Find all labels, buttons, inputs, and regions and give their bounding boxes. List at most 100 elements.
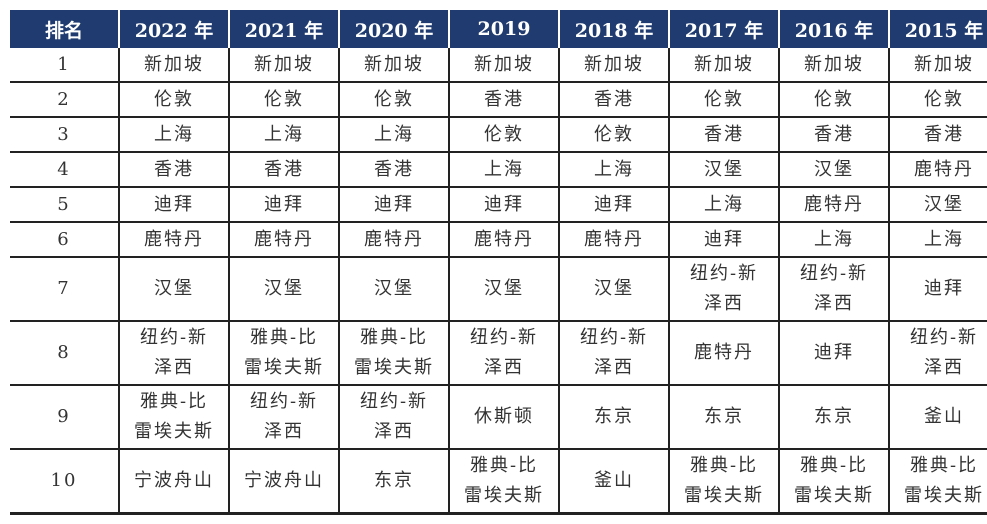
table-row: 5 迪拜 迪拜 迪拜 迪拜 迪拜 上海 鹿特丹 汉堡 xyxy=(10,187,987,223)
port-name-line: 上海 xyxy=(484,158,524,180)
port-cell: 鹿特丹 xyxy=(668,321,780,386)
port-cell: 新加坡 xyxy=(558,48,670,83)
port-name-line: 伦敦 xyxy=(814,88,854,110)
port-name-line: 伦敦 xyxy=(704,88,744,110)
port-cell: 雅典-比 雷埃夫斯 xyxy=(668,449,780,515)
port-name-line: 汉堡 xyxy=(154,278,194,299)
table-row: 2 伦敦 伦敦 伦敦 香港 香港 伦敦 伦敦 伦敦 xyxy=(10,82,987,118)
port-cell: 伦敦 xyxy=(228,82,340,118)
port-cell: 纽约-新 泽西 xyxy=(118,321,230,386)
port-cell: 釜山 xyxy=(558,449,670,515)
port-cell: 香港 xyxy=(558,82,670,118)
port-cell: 鹿特丹 xyxy=(558,222,670,258)
port-cell: 釜山 xyxy=(888,385,987,450)
port-cell: 汉堡 xyxy=(668,152,780,188)
port-cell: 汉堡 xyxy=(888,187,987,223)
port-cell: 雅典-比 雷埃夫斯 xyxy=(118,385,230,450)
port-cell: 上海 xyxy=(558,152,670,188)
port-name-line: 上海 xyxy=(594,158,634,180)
port-cell: 纽约-新 泽西 xyxy=(448,321,560,386)
port-cell: 香港 xyxy=(778,117,890,153)
port-cell: 伦敦 xyxy=(778,82,890,118)
port-cell: 上海 xyxy=(228,117,340,153)
port-name-line: 泽西 xyxy=(264,421,304,442)
port-name-line: 雷埃夫斯 xyxy=(354,357,434,378)
port-name-line: 纽约-新 xyxy=(579,327,649,348)
port-cell: 新加坡 xyxy=(118,48,230,83)
port-name-line: 汉堡 xyxy=(814,158,854,180)
port-cell: 香港 xyxy=(448,82,560,118)
port-name-line: 香港 xyxy=(264,158,304,180)
port-name-line: 釜山 xyxy=(594,470,634,491)
rank-cell: 10 xyxy=(10,449,120,515)
port-cell: 迪拜 xyxy=(668,222,780,258)
port-name-line: 汉堡 xyxy=(264,278,304,299)
port-name-line: 宁波舟山 xyxy=(134,470,214,491)
table-row: 1 新加坡 新加坡 新加坡 新加坡 新加坡 新加坡 新加坡 新加坡 xyxy=(10,48,987,83)
port-cell: 汉堡 xyxy=(558,257,670,322)
port-name-line: 新加坡 xyxy=(584,53,644,75)
port-name-line: 伦敦 xyxy=(154,88,194,110)
port-name-line: 雷埃夫斯 xyxy=(464,485,544,506)
port-name-line: 雷埃夫斯 xyxy=(244,357,324,378)
header-year: 2017 年 xyxy=(668,10,780,48)
port-cell: 新加坡 xyxy=(778,48,890,83)
port-cell: 迪拜 xyxy=(558,187,670,223)
port-name-line: 雷埃夫斯 xyxy=(794,485,874,506)
port-name-line: 纽约-新 xyxy=(799,263,869,284)
header-year: 2022 年 xyxy=(118,10,230,48)
port-name-line: 伦敦 xyxy=(484,123,524,145)
port-name-line: 雷埃夫斯 xyxy=(904,485,984,506)
table-row: 3 上海 上海 上海 伦敦 伦敦 香港 香港 香港 xyxy=(10,117,987,153)
port-cell: 休斯顿 xyxy=(448,385,560,450)
port-name-line: 雅典-比 xyxy=(249,327,319,348)
port-name-line: 香港 xyxy=(374,158,414,180)
header-year: 2019 xyxy=(448,10,560,48)
port-name-line: 迪拜 xyxy=(484,193,524,215)
port-cell: 新加坡 xyxy=(888,48,987,83)
port-cell: 香港 xyxy=(338,152,450,188)
port-cell: 鹿特丹 xyxy=(888,152,987,188)
port-name-line: 鹿特丹 xyxy=(254,228,314,250)
port-cell: 东京 xyxy=(558,385,670,450)
port-name-line: 鹿特丹 xyxy=(804,193,864,215)
port-cell: 鹿特丹 xyxy=(448,222,560,258)
port-name-line: 香港 xyxy=(484,88,524,110)
port-cell: 汉堡 xyxy=(338,257,450,322)
port-name-line: 新加坡 xyxy=(914,53,974,75)
port-cell: 鹿特丹 xyxy=(338,222,450,258)
port-name-line: 上海 xyxy=(374,123,414,145)
port-name-line: 上海 xyxy=(264,123,304,145)
port-cell: 纽约-新 泽西 xyxy=(338,385,450,450)
table-row: 8 纽约-新 泽西 雅典-比 雷埃夫斯 雅典-比 雷埃夫斯 纽约-新 泽西 纽约-新 泽西 鹿特丹 迪拜… xyxy=(10,321,987,386)
port-cell: 雅典-比雷埃夫斯 xyxy=(448,449,560,515)
port-name-line: 上海 xyxy=(154,123,194,145)
port-name-line: 伦敦 xyxy=(264,88,304,110)
rank-cell: 1 xyxy=(10,48,120,83)
port-name-line: 香港 xyxy=(814,123,854,145)
port-name-line: 雅典-比 xyxy=(469,455,539,476)
port-name-line: 雅典-比 xyxy=(359,327,429,348)
header-year: 2018 年 xyxy=(558,10,670,48)
port-name-line: 汉堡 xyxy=(704,158,744,180)
header-year: 2020 年 xyxy=(338,10,450,48)
port-name-line: 鹿特丹 xyxy=(474,228,534,250)
port-name-line: 纽约-新 xyxy=(469,327,539,348)
port-cell: 纽约-新 泽西 xyxy=(888,321,987,386)
port-cell: 雅典-比雷埃夫斯 xyxy=(338,321,450,386)
rank-cell: 5 xyxy=(10,187,120,223)
port-name-line: 香港 xyxy=(924,123,964,145)
port-cell: 鹿特丹 xyxy=(228,222,340,258)
port-cell: 东京 xyxy=(778,385,890,450)
port-name-line: 雅典-比 xyxy=(909,455,979,476)
rank-cell: 7 xyxy=(10,257,120,322)
port-cell: 雅典-比 雷埃夫斯 xyxy=(778,449,890,515)
port-name-line: 纽约-新 xyxy=(249,391,319,412)
port-name-line: 纽约-新 xyxy=(909,327,979,348)
port-cell: 香港 xyxy=(888,117,987,153)
port-cell: 伦敦 xyxy=(118,82,230,118)
port-name-line: 汉堡 xyxy=(594,278,634,299)
port-cell: 汉堡 xyxy=(448,257,560,322)
port-cell: 迪拜 xyxy=(778,321,890,386)
port-name-line: 鹿特丹 xyxy=(914,158,974,180)
